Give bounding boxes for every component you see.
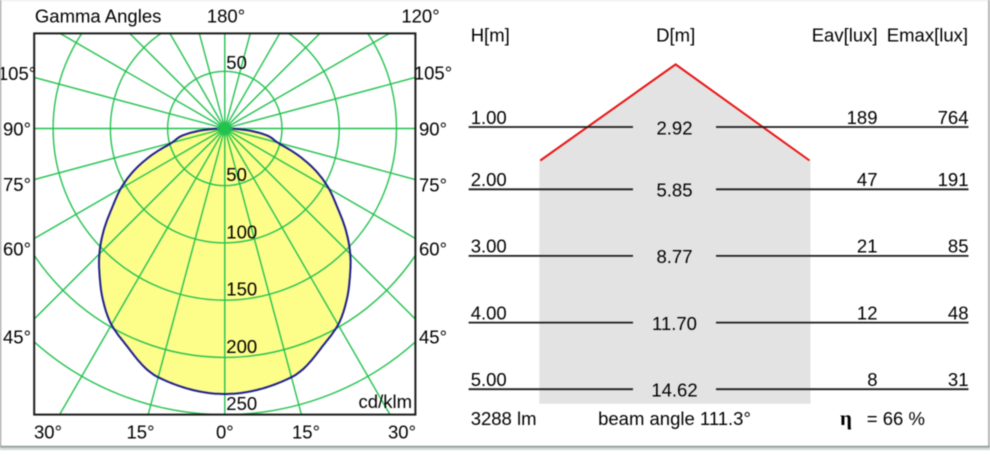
svg-text:14.62: 14.62	[651, 380, 697, 401]
svg-text:= 66 %: = 66 %	[867, 408, 925, 429]
svg-text:48: 48	[948, 302, 969, 323]
svg-text:60°: 60°	[419, 239, 447, 260]
svg-text:12: 12	[857, 302, 878, 323]
svg-text:105°: 105°	[414, 63, 452, 84]
svg-text:8.77: 8.77	[656, 246, 692, 267]
svg-text:120°: 120°	[401, 5, 439, 26]
svg-text:90°: 90°	[3, 119, 31, 140]
svg-text:2.92: 2.92	[656, 117, 692, 138]
svg-text:30°: 30°	[388, 421, 416, 442]
svg-text:H[m]: H[m]	[471, 24, 510, 45]
svg-text:90°: 90°	[419, 119, 447, 140]
svg-text:250: 250	[226, 393, 257, 414]
svg-text:0°: 0°	[216, 421, 234, 442]
svg-text:100: 100	[226, 221, 257, 242]
svg-text:8: 8	[867, 369, 877, 390]
svg-text:764: 764	[938, 107, 969, 128]
svg-text:45°: 45°	[3, 326, 31, 347]
svg-text:150: 150	[226, 279, 257, 300]
svg-text:η: η	[840, 406, 852, 430]
svg-text:75°: 75°	[419, 174, 447, 195]
svg-text:75°: 75°	[3, 174, 31, 195]
svg-text:47: 47	[857, 169, 878, 190]
svg-text:85: 85	[948, 236, 969, 257]
svg-text:105°: 105°	[0, 63, 36, 84]
svg-text:21: 21	[857, 236, 878, 257]
svg-text:60°: 60°	[3, 239, 31, 260]
svg-text:45°: 45°	[419, 327, 447, 348]
svg-text:5.85: 5.85	[656, 180, 692, 201]
svg-text:Gamma Angles: Gamma Angles	[35, 5, 161, 26]
svg-text:Eav[lux]: Eav[lux]	[812, 24, 878, 45]
svg-text:189: 189	[847, 107, 878, 128]
svg-text:3288 lm: 3288 lm	[471, 408, 537, 429]
svg-text:cd/klm: cd/klm	[359, 391, 412, 412]
svg-text:50: 50	[226, 164, 247, 185]
svg-text:191: 191	[938, 169, 969, 190]
svg-text:200: 200	[226, 336, 257, 357]
svg-text:3.00: 3.00	[471, 236, 507, 257]
svg-text:31: 31	[948, 369, 969, 390]
svg-text:Emax[lux]: Emax[lux]	[887, 24, 968, 45]
svg-text:11.70: 11.70	[652, 313, 697, 334]
svg-text:30°: 30°	[34, 421, 62, 442]
svg-text:1.00: 1.00	[471, 107, 507, 128]
svg-text:2.00: 2.00	[471, 169, 507, 190]
svg-text:50: 50	[226, 52, 247, 73]
svg-text:4.00: 4.00	[471, 302, 507, 323]
svg-text:180°: 180°	[207, 5, 245, 26]
svg-text:D[m]: D[m]	[656, 24, 695, 45]
svg-text:15°: 15°	[292, 421, 320, 442]
svg-text:beam angle 111.3°: beam angle 111.3°	[598, 408, 751, 429]
svg-text:15°: 15°	[127, 421, 155, 442]
svg-text:5.00: 5.00	[471, 369, 507, 390]
